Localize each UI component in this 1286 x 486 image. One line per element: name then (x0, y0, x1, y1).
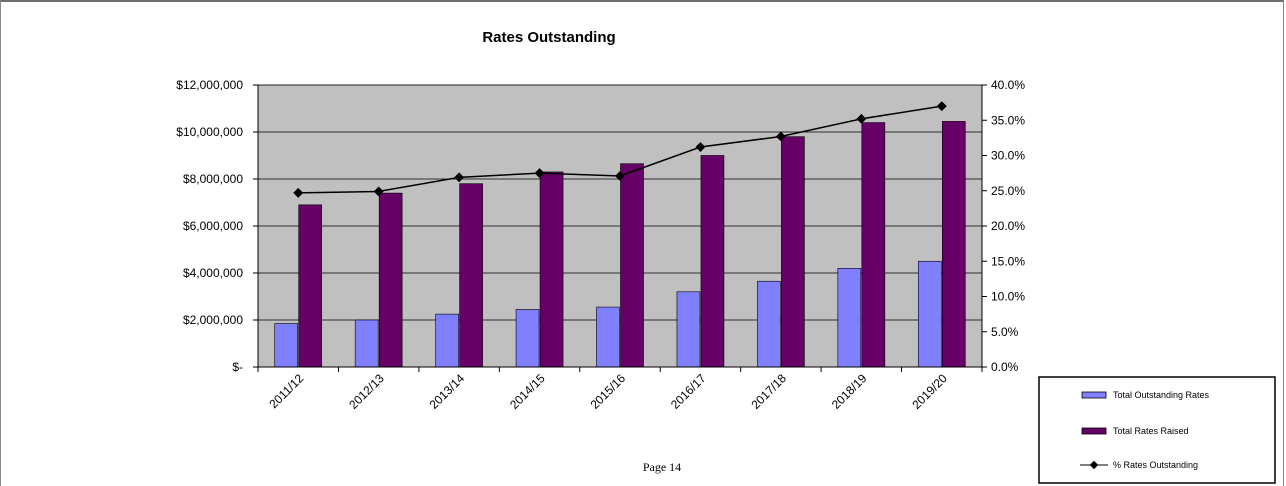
legend-label-percent: % Rates Outstanding (1113, 460, 1198, 470)
right-tick-label: 35.0% (991, 113, 1025, 127)
bar-outstanding (515, 309, 540, 368)
bar-outstanding (917, 260, 942, 368)
bar-raised (861, 122, 886, 368)
legend-box (1038, 376, 1276, 484)
percent-marker (534, 168, 545, 179)
left-tick-label: $4,000,000 (183, 266, 243, 280)
bar-raised (620, 163, 644, 368)
bar-raised (539, 171, 564, 368)
legend-swatch-raised (1081, 427, 1107, 435)
bar-outstanding (596, 306, 620, 368)
axes (253, 84, 987, 372)
page-number: Page 14 (643, 460, 681, 474)
bar-outstanding (435, 313, 459, 368)
bar-outstanding (676, 291, 701, 368)
left-tick-label: $12,000,000 (176, 78, 243, 92)
left-tick-label: $6,000,000 (183, 219, 243, 233)
left-tick-label: $10,000,000 (176, 125, 243, 139)
x-tick-label: 2011/12 (266, 371, 306, 411)
percent-marker (373, 186, 384, 197)
right-tick-label: 10.0% (991, 290, 1025, 304)
bar-outstanding (757, 280, 781, 368)
x-tick-label: 2013/14 (427, 371, 468, 412)
percent-marker (615, 170, 625, 181)
x-tick-label: 2016/17 (668, 371, 709, 412)
percent-marker (695, 142, 706, 152)
chart-title: Rates Outstanding (482, 29, 615, 46)
right-tick-label: 40.0% (991, 78, 1025, 92)
right-tick-label: 5.0% (991, 325, 1019, 339)
x-tick-label: 2014/15 (507, 371, 548, 412)
bar-outstanding (837, 267, 862, 368)
x-tick-label: 2018/19 (829, 371, 870, 412)
left-tick-label: $- (232, 360, 243, 374)
x-tick-label: 2019/20 (909, 371, 950, 412)
bar-raised (700, 155, 725, 368)
x-tick-label: 2012/13 (346, 371, 387, 412)
percent-marker (454, 172, 465, 183)
right-tick-label: 15.0% (991, 254, 1025, 268)
right-axis-tick-labels: 0.0% 5.0% 10.0% 15.0% 20.0% 25.0% 30.0% 35.0% 40… (991, 78, 1025, 374)
legend-marker-icon (1089, 460, 1099, 470)
left-tick-label: $2,000,000 (183, 313, 243, 327)
right-tick-label: 20.0% (991, 219, 1025, 233)
bar-raised (459, 183, 483, 368)
x-tick-label: 2015/16 (588, 371, 629, 412)
x-axis-tick-labels: 2011/12 2012/13 2013/14 2014/15 2015/16 2016/… (266, 371, 950, 412)
left-axis-tick-labels: $- $2,000,000 $4,000,000 $6,000,000 $8,000,0… (176, 78, 243, 374)
legend: Total Outstanding Rates Total Rates Rais… (1038, 376, 1276, 484)
bar-raised (378, 192, 403, 368)
bar-raised (781, 136, 805, 368)
right-tick-label: 25.0% (991, 184, 1025, 198)
x-tick-label: 2017/18 (748, 371, 789, 412)
legend-swatch-outstanding (1081, 391, 1107, 399)
percent-marker (775, 131, 786, 142)
right-tick-label: 30.0% (991, 149, 1025, 163)
legend-label-outstanding: Total Outstanding Rates (1113, 390, 1210, 400)
bar-series (274, 121, 966, 368)
right-tick-label: 0.0% (991, 360, 1019, 374)
legend-label-raised: Total Rates Raised (1113, 426, 1189, 436)
percent-marker (936, 101, 947, 112)
bar-raised (298, 204, 323, 368)
bar-raised (941, 121, 966, 368)
bar-outstanding (354, 319, 379, 368)
bar-outstanding (274, 323, 299, 368)
percent-marker (856, 113, 867, 124)
left-tick-label: $8,000,000 (183, 172, 243, 186)
line-series (293, 101, 947, 198)
percent-marker (293, 187, 304, 198)
